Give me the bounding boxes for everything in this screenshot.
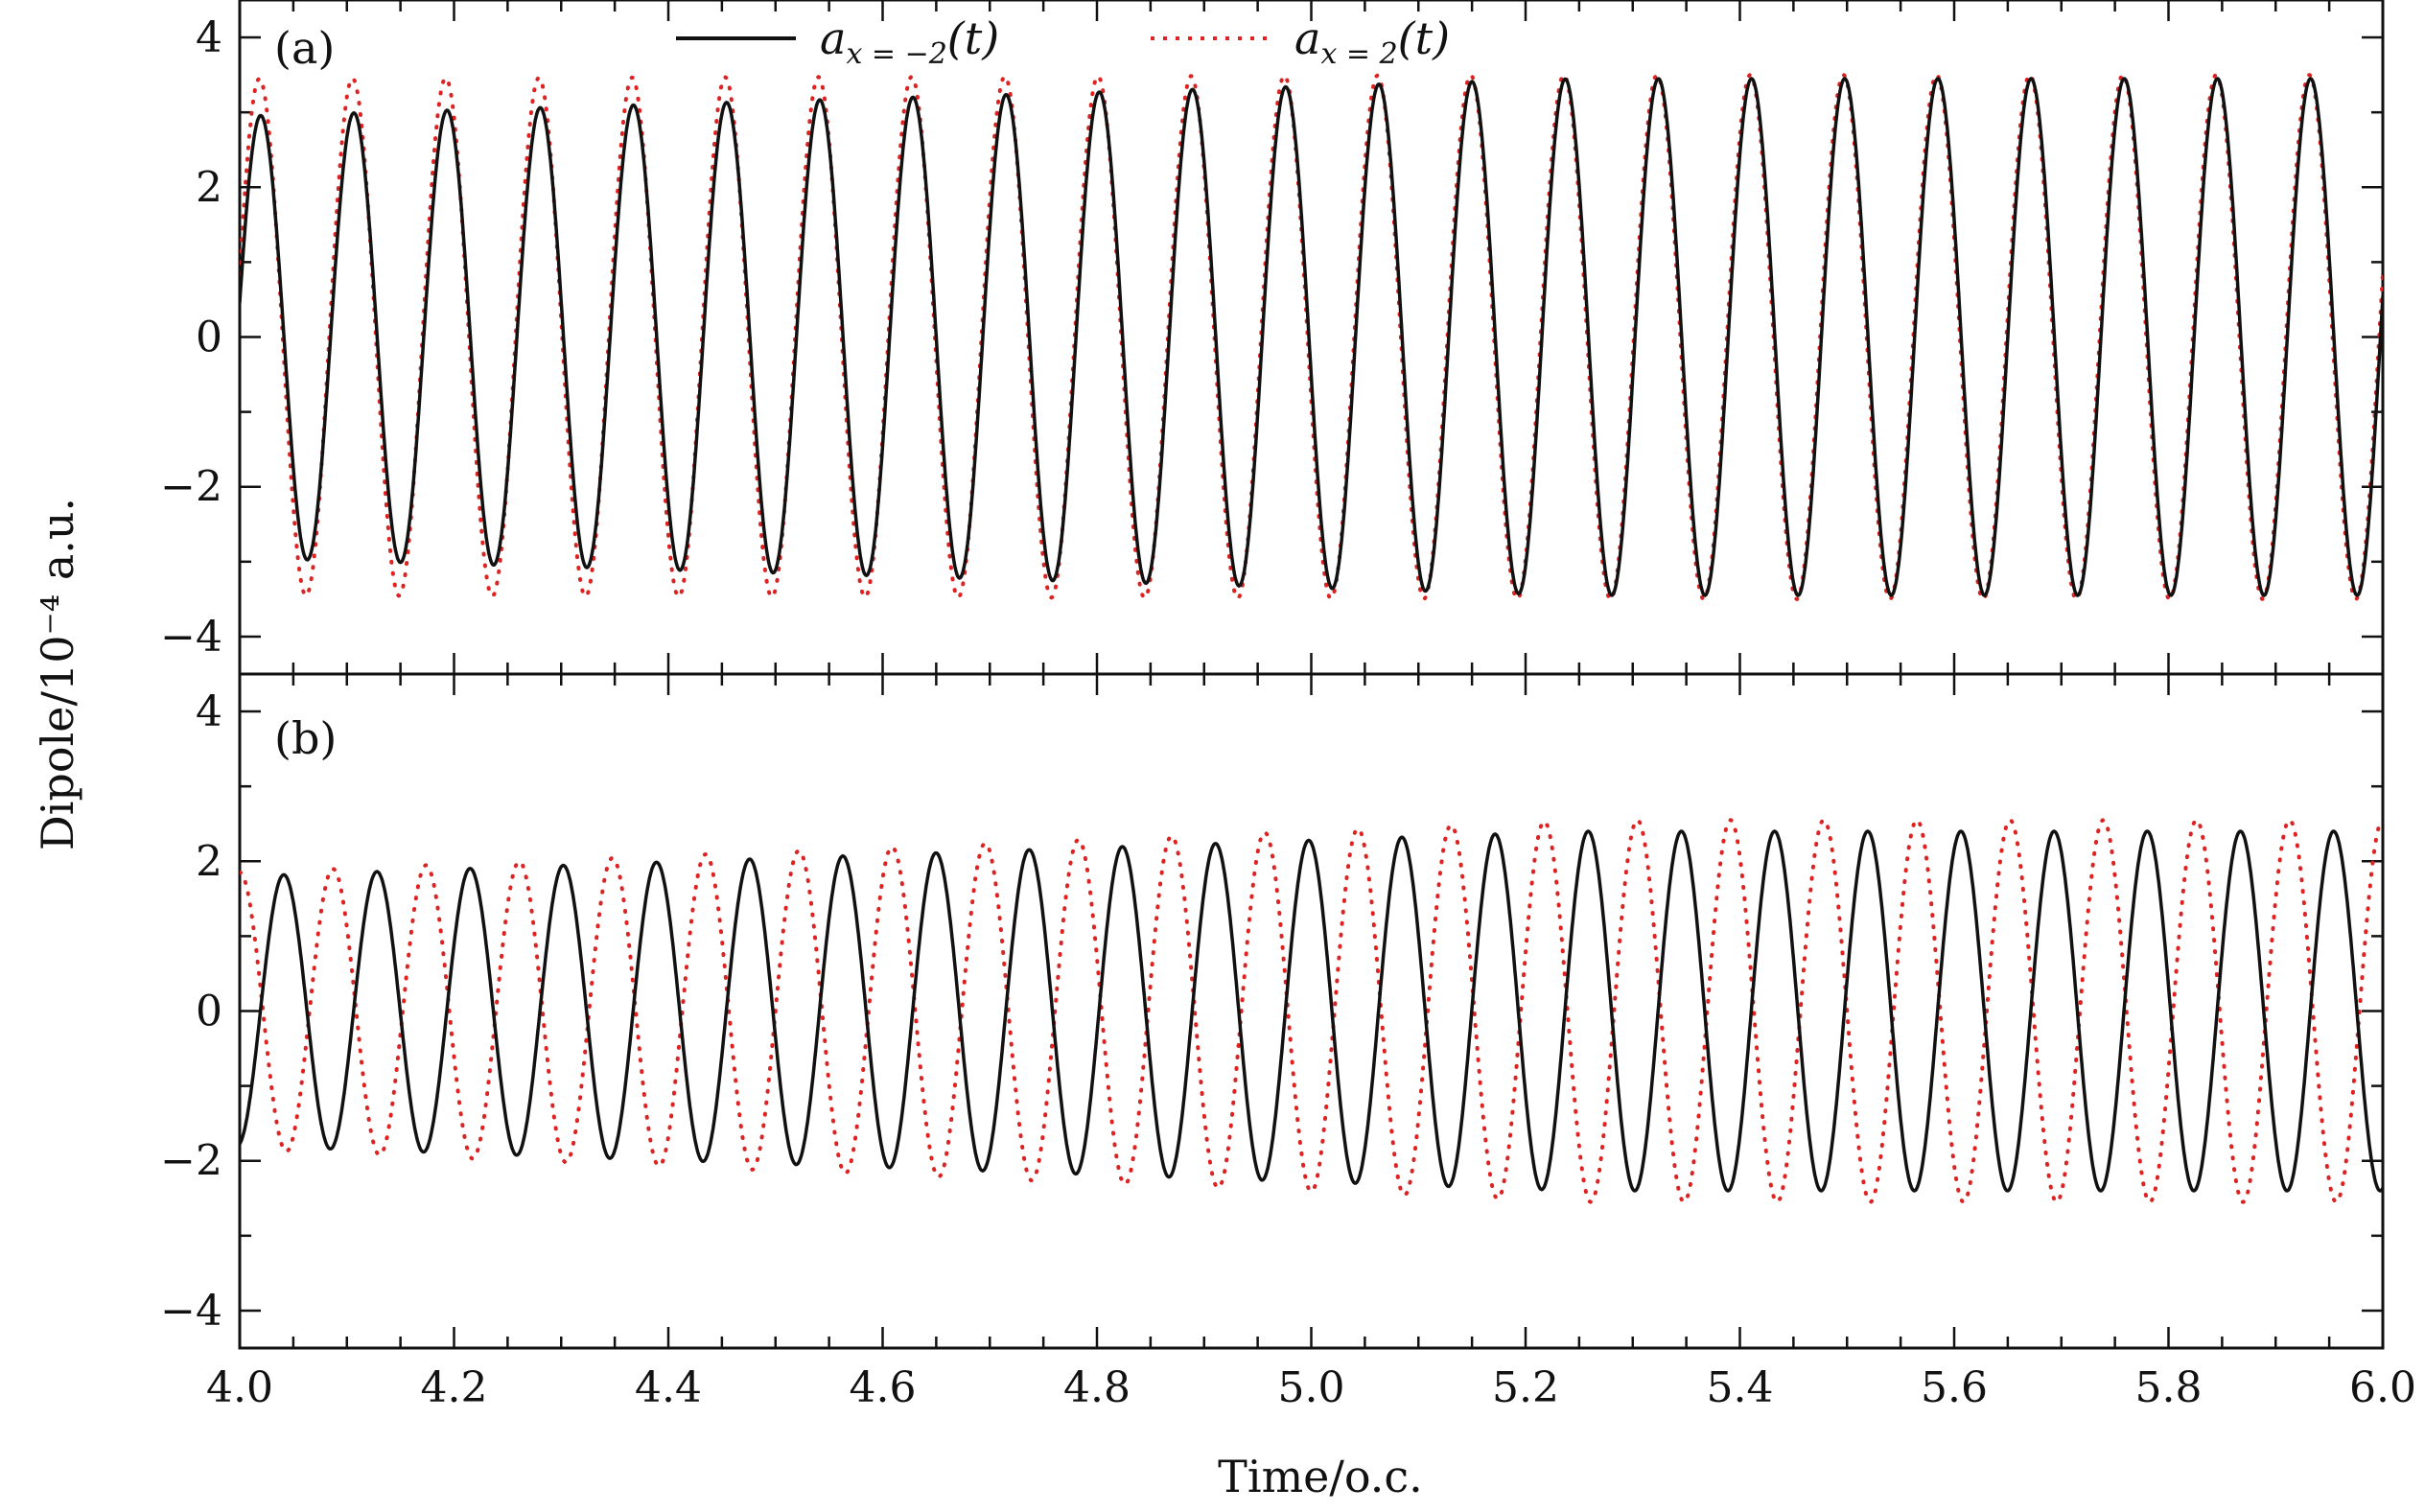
y-tick-label: 2 [196,837,222,886]
x-tick-label: 4.0 [206,1363,273,1412]
series-group [240,72,2383,602]
x-tick-label: 4.8 [1063,1363,1131,1412]
panel-a-y-tick-labels: 4 2 0 −2 −4 [160,13,222,662]
y-axis-title: Dipole/10⁻⁴ a.u. [32,498,83,850]
panel-a: 4 2 0 −2 −4 (a) [160,0,2385,676]
legend-entry-2-arg: (t) [1398,12,1450,64]
panel-a-label: (a) [274,22,335,74]
y-tick-label: −2 [160,463,222,512]
y-tick-label: −4 [160,1287,222,1336]
series-x-minus-2-line [240,829,2383,1193]
panel-a-ticks [238,0,2385,674]
legend-entry-1-arg: (t) [947,12,999,64]
panel-a-series [240,72,2383,602]
y-tick-label: 4 [196,13,222,62]
y-tick-label: 0 [196,314,222,362]
series-x-plus-2-line [240,72,2383,602]
series-group [240,818,2383,1204]
x-tick-label: 5.0 [1278,1363,1345,1412]
y-tick-label: −4 [160,613,222,662]
y-tick-label: 4 [196,687,222,736]
y-tick-label: 2 [196,163,222,212]
y-tick-label: 0 [196,988,222,1036]
legend-entry-1: ax = −2(t) [820,12,999,71]
series-x-minus-2-line [240,76,2383,597]
x-tick-label: 4.6 [850,1363,917,1412]
legend-entry-1-base: a [820,12,846,64]
x-axis-title: Time/o.c. [1218,1451,1423,1502]
legend-entry-1-sub: x = −2 [846,37,946,71]
panel-b-frame [238,672,2385,1350]
legend-entry-2-sub: x = 2 [1320,37,1397,71]
series-x-plus-2-line [240,818,2383,1204]
legend-entry-2-base: a [1294,12,1320,64]
x-tick-label: 4.2 [421,1363,488,1412]
x-tick-label: 5.6 [1921,1363,1988,1412]
y-tick-label: −2 [160,1137,222,1186]
panel-b-label: (b) [274,712,337,764]
panel-b-y-tick-labels: 4 2 0 −2 −4 [160,687,222,1336]
x-tick-label: 4.4 [635,1363,702,1412]
x-tick-label: 5.2 [1492,1363,1559,1412]
panel-b: 4 2 0 −2 −4 (b) [160,672,2385,1350]
x-tick-label: 5.4 [1707,1363,1774,1412]
legend: ax = −2(t) ax = 2(t) [676,12,1450,71]
x-tick-labels: 4.0 4.2 4.4 4.6 4.8 5.0 5.2 5.4 5.6 5.8 6.0 [206,1363,2416,1412]
panel-b-ticks [238,674,2385,1348]
legend-entry-2: ax = 2(t) [1294,12,1450,71]
x-tick-label: 6.0 [2349,1363,2416,1412]
panel-b-series [240,818,2383,1204]
x-tick-label: 5.8 [2135,1363,2203,1412]
